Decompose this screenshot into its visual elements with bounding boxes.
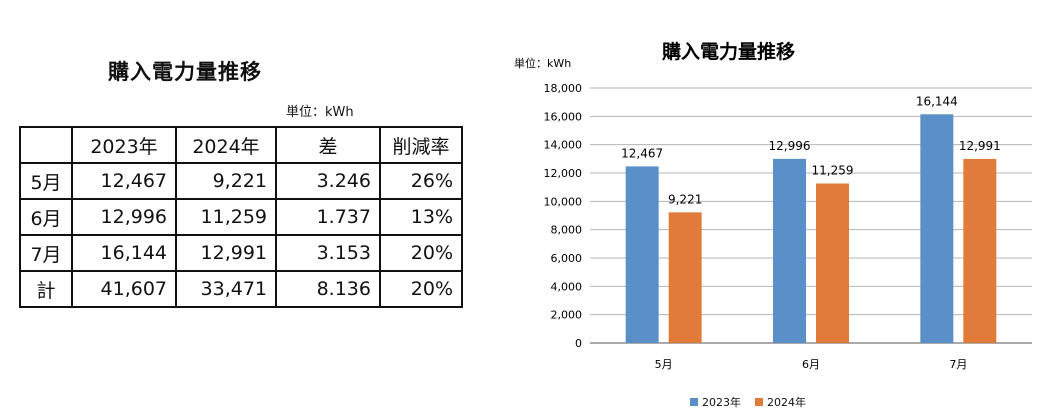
- bar-2024年-6月: [816, 183, 849, 343]
- table-cell: 12,991: [175, 234, 277, 272]
- bar-2023年-5月: [625, 166, 659, 343]
- chart-unit-label: 単位：kWh: [514, 56, 571, 70]
- x-tick-label: 5月: [655, 358, 673, 371]
- table-cell: 5月: [19, 162, 73, 200]
- table-cell: 11,259: [175, 198, 277, 236]
- table-cell: 7月: [19, 234, 73, 272]
- table-cell: 12,467: [71, 162, 177, 200]
- table-row: 6月 12,996 11,259 1.737 13%: [19, 198, 463, 236]
- bar-2023年-6月: [773, 158, 806, 343]
- data-label: 11,259: [812, 163, 854, 177]
- y-tick-label: 18,000: [544, 82, 583, 95]
- table-cell: 3.246: [275, 162, 381, 200]
- table-cell: 12,996: [71, 198, 177, 236]
- bar-2024年-7月: [963, 158, 997, 343]
- table-cell: 13%: [379, 198, 463, 236]
- data-table: 2023年 2024年 差 削減率 5月 12,467 9,221 3.246 …: [19, 126, 463, 308]
- y-tick-label: 8,000: [551, 224, 583, 237]
- table-header-cell: 2024年: [175, 126, 277, 164]
- legend-item-2023: 2023年: [690, 394, 741, 410]
- data-label: 12,996: [769, 139, 811, 153]
- y-tick-label: 6,000: [551, 252, 583, 265]
- table-cell: 6月: [19, 198, 73, 236]
- data-label: 16,144: [916, 94, 958, 108]
- table-cell: 20%: [379, 234, 463, 272]
- data-label: 12,991: [959, 139, 1001, 153]
- y-tick-label: 14,000: [544, 139, 583, 152]
- x-tick-label: 6月: [802, 358, 820, 371]
- y-tick-label: 10,000: [544, 195, 583, 208]
- legend-swatch: [690, 398, 698, 406]
- table-header-cell: 差: [275, 126, 381, 164]
- table-header-cell: 削減率: [379, 126, 463, 164]
- table-cell: 41,607: [71, 270, 177, 308]
- x-tick-label: 7月: [949, 358, 967, 371]
- table-cell: 16,144: [71, 234, 177, 272]
- table-title: 購入電力量推移: [108, 60, 262, 84]
- table-cell: 1.737: [275, 198, 381, 236]
- legend-label: 2024年: [767, 396, 806, 409]
- table-header-row: 2023年 2024年 差 削減率: [19, 126, 463, 164]
- y-tick-label: 4,000: [551, 280, 583, 293]
- table-row: 5月 12,467 9,221 3.246 26%: [19, 162, 463, 200]
- y-tick-label: 12,000: [544, 167, 583, 180]
- chart-title: 購入電力量推移: [662, 40, 795, 63]
- table-cell: 8.136: [275, 270, 381, 308]
- bar-2024年-5月: [668, 212, 702, 343]
- data-label: 9,221: [668, 192, 702, 206]
- bar-2023年-7月: [920, 114, 954, 343]
- legend-swatch: [755, 398, 763, 406]
- table-cell: 9,221: [175, 162, 277, 200]
- legend-item-2024: 2024年: [755, 394, 806, 410]
- table-cell: 33,471: [175, 270, 277, 308]
- table-row: 7月 16,144 12,991 3.153 20%: [19, 234, 463, 272]
- table-unit-label: 単位：kWh: [286, 105, 354, 120]
- table-row: 計 41,607 33,471 8.136 20%: [19, 270, 463, 308]
- table-header-cell: 2023年: [71, 126, 177, 164]
- y-tick-label: 16,000: [544, 110, 583, 123]
- chart-legend: 2023年 2024年: [690, 394, 806, 410]
- data-label: 12,467: [621, 146, 663, 160]
- legend-label: 2023年: [702, 396, 741, 409]
- y-tick-label: 0: [575, 337, 582, 350]
- table-cell: 3.153: [275, 234, 381, 272]
- table-cell: 26%: [379, 162, 463, 200]
- table-header-cell: [19, 126, 73, 164]
- y-tick-label: 2,000: [551, 309, 583, 322]
- bar-chart: 購入電力量推移 単位：kWh 0 2,000 4,000 6,000 8,000 10,0…: [514, 40, 1032, 371]
- table-cell: 計: [19, 270, 73, 308]
- table-cell: 20%: [379, 270, 463, 308]
